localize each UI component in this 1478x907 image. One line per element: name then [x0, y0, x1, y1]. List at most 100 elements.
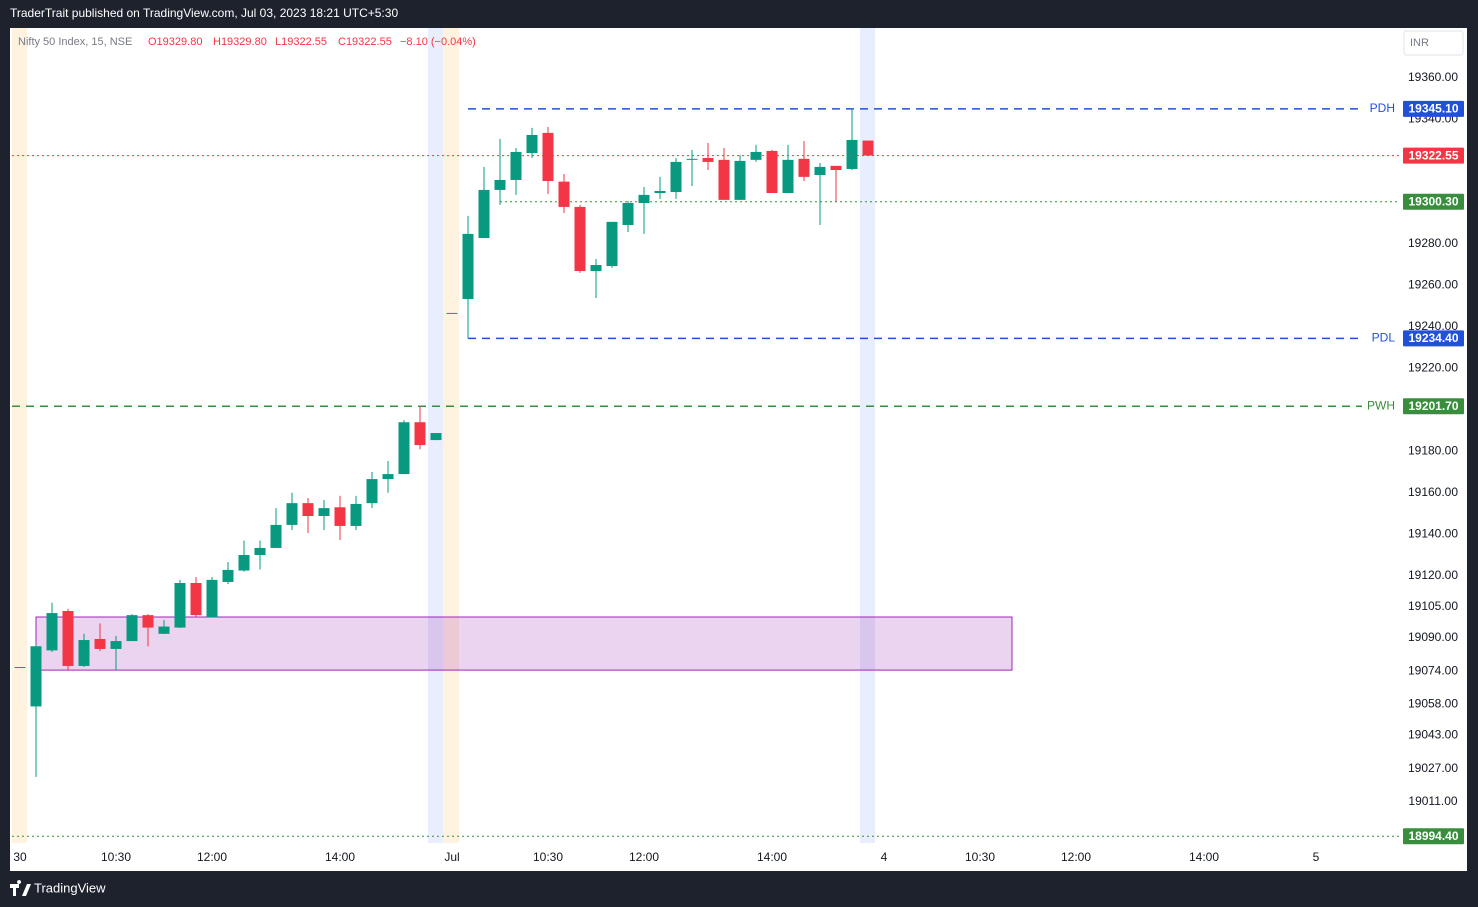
level-price-label: 19234.40 [1408, 331, 1458, 345]
candle-body [350, 503, 362, 526]
candle-body [30, 646, 42, 707]
candle-body [46, 613, 58, 651]
candle-body [462, 233, 474, 300]
candle [830, 165, 842, 202]
level-price-box [1403, 100, 1464, 117]
candle-body [526, 134, 538, 154]
candle-body [670, 161, 682, 192]
candle [318, 500, 330, 531]
y-tick-label: 19280.00 [1408, 236, 1458, 250]
symbol-title: Nifty 50 Index, 15, NSE [18, 36, 132, 48]
candle [814, 162, 826, 225]
level-price-label: 19345.10 [1408, 101, 1458, 115]
candle [158, 620, 170, 635]
x-tick-label: 12:00 [1061, 850, 1091, 864]
y-tick-label: 19180.00 [1408, 443, 1458, 457]
candle [782, 144, 794, 194]
currency-label[interactable]: INR [1410, 37, 1429, 49]
footer-brand: TradingView [34, 880, 106, 895]
chart-panel [10, 28, 1467, 871]
candle [574, 204, 586, 273]
level-price-label: 19322.55 [1408, 148, 1458, 162]
candle-body [558, 181, 570, 207]
x-tick-label: 12:00 [629, 850, 659, 864]
candle [46, 602, 58, 653]
candle [190, 576, 202, 618]
x-tick-label: 14:00 [757, 850, 787, 864]
candle-body [414, 422, 426, 446]
candle-body [14, 666, 26, 668]
candle [590, 258, 602, 298]
candle-body [62, 610, 74, 666]
candle-body [142, 615, 154, 628]
candle [398, 420, 410, 475]
candle-body [254, 547, 266, 555]
candle [238, 540, 250, 572]
candle [78, 633, 90, 667]
candle-body [654, 190, 666, 194]
candle [638, 187, 650, 234]
candle-body [862, 140, 874, 156]
y-tick-label: 19260.00 [1408, 278, 1458, 292]
currency-box[interactable] [1403, 30, 1464, 56]
candle [62, 608, 74, 671]
candle-body [830, 165, 842, 171]
candle-body [190, 582, 202, 616]
candle [222, 562, 234, 585]
x-tick-label: 14:00 [1189, 850, 1219, 864]
candle [862, 140, 874, 156]
candle [430, 433, 442, 441]
level-price-box [1403, 828, 1464, 845]
candle [542, 126, 554, 195]
candle-body [702, 157, 714, 162]
y-tick-label: 19011.00 [1408, 794, 1457, 808]
candle [206, 576, 218, 618]
level-name: PDL [1372, 331, 1396, 345]
ohlc-high: H19329.80 [213, 36, 267, 48]
candle-body [174, 582, 186, 628]
candle-body [382, 474, 394, 480]
y-tick-label: 19027.00 [1408, 761, 1458, 775]
candle [526, 127, 538, 158]
y-tick-label: 19140.00 [1408, 526, 1458, 540]
candle-body [574, 206, 586, 272]
session-band [860, 28, 875, 843]
y-tick-label: 19240.00 [1408, 319, 1458, 333]
candle-body [750, 151, 762, 160]
candle [462, 215, 474, 339]
level-price-box [1403, 398, 1464, 415]
ohlc-change: −8.10 (−0.04%) [400, 36, 476, 48]
candle [606, 221, 618, 268]
candle [254, 540, 266, 570]
x-tick-label: 10:30 [533, 850, 563, 864]
candle [654, 176, 666, 199]
candle [846, 108, 858, 171]
candle [94, 623, 106, 652]
level-price-label: 19300.30 [1408, 194, 1458, 208]
candle [302, 497, 314, 533]
candle [750, 144, 762, 162]
y-tick-label: 19074.00 [1408, 663, 1458, 677]
candle-body [334, 507, 346, 526]
candle [30, 644, 42, 777]
candle [14, 666, 26, 668]
candle-body [718, 159, 730, 200]
candle [478, 166, 490, 239]
candle-body [110, 641, 122, 649]
zone [35, 616, 1013, 671]
candle [446, 312, 458, 314]
candle-body [206, 579, 218, 618]
candle [734, 154, 746, 200]
candle-body [78, 640, 90, 666]
candle-body [270, 524, 282, 548]
level-price-box [1403, 147, 1464, 164]
candle [510, 148, 522, 195]
candle [414, 406, 426, 450]
candle [766, 149, 778, 194]
y-tick-label: 19120.00 [1408, 568, 1458, 582]
candle-body [286, 503, 298, 525]
x-tick-label: 12:00 [197, 850, 227, 864]
candle-body [782, 159, 794, 194]
candle [174, 579, 186, 628]
candle-body [478, 189, 490, 239]
